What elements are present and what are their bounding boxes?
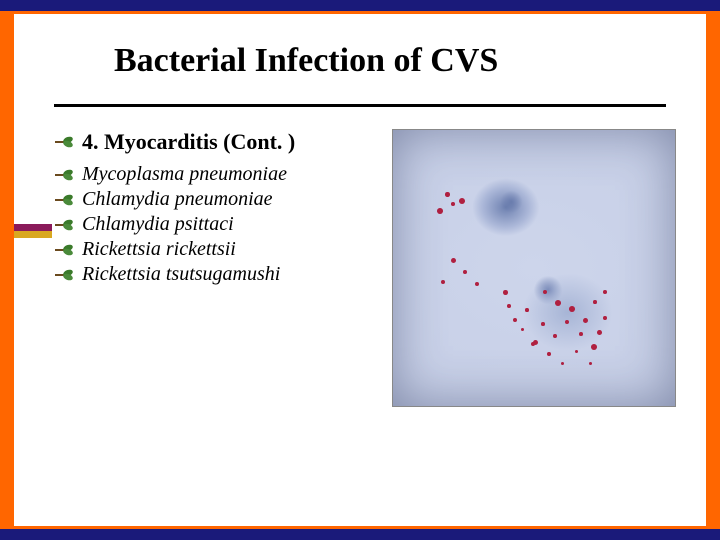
speck (583, 318, 588, 323)
accent-bar (14, 224, 52, 238)
speck (531, 342, 535, 346)
speck (451, 258, 456, 263)
speck (569, 306, 575, 312)
speck (525, 308, 529, 312)
speck (593, 300, 597, 304)
item-text: Mycoplasma pneumoniae (82, 163, 287, 186)
speck (603, 290, 607, 294)
speck (575, 350, 578, 353)
speck (547, 352, 551, 356)
speck (543, 290, 547, 294)
speck (513, 318, 517, 322)
list-item: Rickettsia rickettsii (54, 238, 354, 261)
subtitle-text: 4. Myocarditis (Cont. ) (82, 129, 295, 155)
micrograph-image (392, 129, 676, 407)
item-text: Chlamydia pneumoniae (82, 188, 273, 211)
leaf-bullet-icon (54, 193, 74, 207)
speck (521, 328, 524, 331)
slide-body: Bacterial Infection of CVS 4. Myocarditi… (14, 14, 706, 526)
slide-title: Bacterial Infection of CVS (114, 42, 666, 80)
leaf-bullet-icon (54, 243, 74, 257)
content-area: 4. Myocarditis (Cont. ) Mycoplasma pneum… (14, 107, 706, 407)
item-text: Chlamydia psittaci (82, 213, 234, 236)
title-area: Bacterial Infection of CVS (14, 14, 706, 90)
list-item: Chlamydia pneumoniae (54, 188, 354, 211)
leaf-bullet-icon (54, 218, 74, 232)
speck (507, 304, 511, 308)
image-column (366, 129, 676, 407)
item-list: Mycoplasma pneumoniae Chlamydia pneumoni… (54, 163, 354, 286)
speck (589, 362, 592, 365)
speck (565, 320, 569, 324)
leaf-bullet-icon (54, 268, 74, 282)
list-item: Mycoplasma pneumoniae (54, 163, 354, 186)
speck (503, 290, 508, 295)
leaf-bullet-icon (54, 135, 74, 149)
speck (541, 322, 545, 326)
list-item: Rickettsia tsutsugamushi (54, 263, 354, 286)
speck (437, 208, 443, 214)
text-column: 4. Myocarditis (Cont. ) Mycoplasma pneum… (54, 129, 354, 407)
speck (553, 334, 557, 338)
subtitle-row: 4. Myocarditis (Cont. ) (54, 129, 354, 155)
speck (459, 198, 465, 204)
speck (561, 362, 564, 365)
speck (475, 282, 479, 286)
speck (463, 270, 467, 274)
speck (445, 192, 450, 197)
item-text: Rickettsia rickettsii (82, 238, 236, 261)
speck (441, 280, 445, 284)
speck (603, 316, 607, 320)
speck (451, 202, 455, 206)
speck (555, 300, 561, 306)
item-text: Rickettsia tsutsugamushi (82, 263, 280, 286)
speck (579, 332, 583, 336)
speck (597, 330, 602, 335)
speck (591, 344, 597, 350)
list-item: Chlamydia psittaci (54, 213, 354, 236)
leaf-bullet-icon (54, 168, 74, 182)
